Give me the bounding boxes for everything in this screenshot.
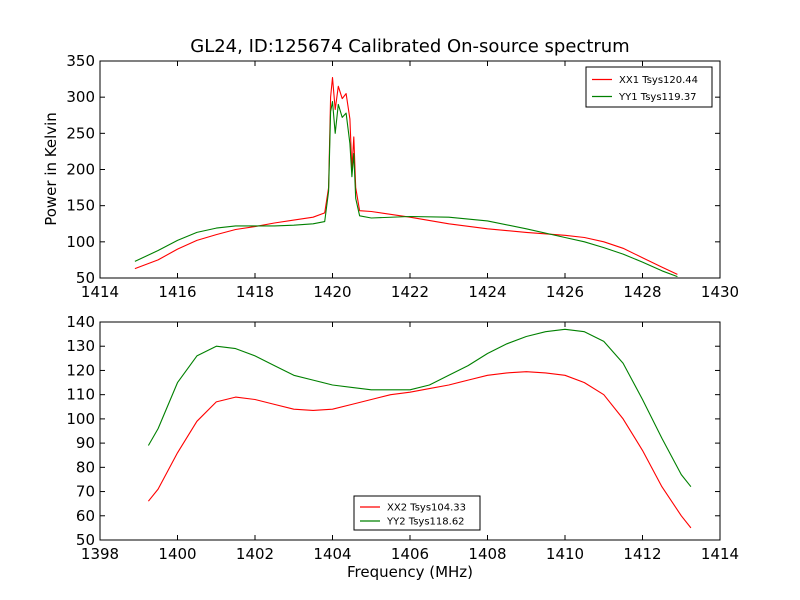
- x-tick-label: 1404: [313, 545, 351, 563]
- y-tick-label: 150: [66, 197, 95, 215]
- legend-entry: XX1 Tsys120.44: [619, 75, 698, 86]
- legend-box: [353, 495, 481, 531]
- y-tick-label: 70: [76, 483, 95, 501]
- series-line-xx1: [134, 77, 678, 275]
- x-tick-label: 1398: [81, 545, 119, 563]
- x-tick-label: 1420: [313, 283, 351, 301]
- series-line-yy1: [134, 100, 678, 278]
- legend-entry: YY2 Tsys118.62: [386, 517, 465, 528]
- series-line-xx2: [147, 371, 692, 529]
- legend-entry: YY1 Tsys119.37: [618, 92, 697, 103]
- y-tick-label: 140: [66, 313, 95, 331]
- legend: XX1 Tsys120.44 YY1 Tsys119.37: [585, 66, 713, 108]
- x-tick-label: 1428: [623, 283, 661, 301]
- y-tick-label: 50: [76, 531, 95, 549]
- bottom-spectrum-plot: 1398 1400 1402 1404 1406 1408 1410 1412 1414 50 60…: [66, 313, 739, 563]
- x-tick-label: 1414: [81, 283, 119, 301]
- x-tick-label: 1426: [546, 283, 584, 301]
- y-tick-label: 250: [66, 124, 95, 142]
- y-tick-label: 130: [66, 337, 95, 355]
- y-tick-label: 60: [76, 507, 95, 525]
- y-tick-label: 90: [76, 434, 95, 452]
- legend-entry: XX2 Tsys104.33: [387, 503, 466, 514]
- y-tick-label: 100: [66, 233, 95, 251]
- y-tick-label: 350: [66, 52, 95, 70]
- y-tick-label: 300: [66, 88, 95, 106]
- x-tick-label: 1422: [391, 283, 429, 301]
- y-tick-label: 100: [66, 410, 95, 428]
- x-tick-label: 1418: [236, 283, 274, 301]
- legend: XX2 Tsys104.33 YY2 Tsys118.62: [353, 495, 481, 531]
- x-tick-label: 1412: [623, 545, 661, 563]
- legend-box: [585, 66, 713, 108]
- x-tick-label: 1430: [701, 283, 739, 301]
- x-tick-label: 1416: [158, 283, 196, 301]
- top-spectrum-plot: 1414 1416 1418 1420 1422 1424 1426 1428 1430 50 10…: [66, 52, 739, 301]
- y-tick-label: 120: [66, 361, 95, 379]
- y-tick-label: 80: [76, 458, 95, 476]
- y-tick-label: 110: [66, 386, 95, 404]
- chart-title: GL24, ID:125674 Calibrated On-source spe…: [190, 36, 629, 57]
- x-axis-label: Frequency (MHz): [347, 563, 473, 581]
- x-tick-label: 1410: [546, 545, 584, 563]
- y-tick-label: 50: [76, 269, 95, 287]
- x-tick-label: 1408: [468, 545, 506, 563]
- series-line-yy2: [147, 328, 692, 488]
- x-tick-label: 1414: [701, 545, 739, 563]
- x-tick-label: 1406: [391, 545, 429, 563]
- x-tick-label: 1424: [468, 283, 506, 301]
- x-tick-label: 1400: [158, 545, 196, 563]
- y-axis-label: Power in Kelvin: [42, 112, 60, 226]
- x-tick-label: 1402: [236, 545, 274, 563]
- y-tick-label: 200: [66, 161, 95, 179]
